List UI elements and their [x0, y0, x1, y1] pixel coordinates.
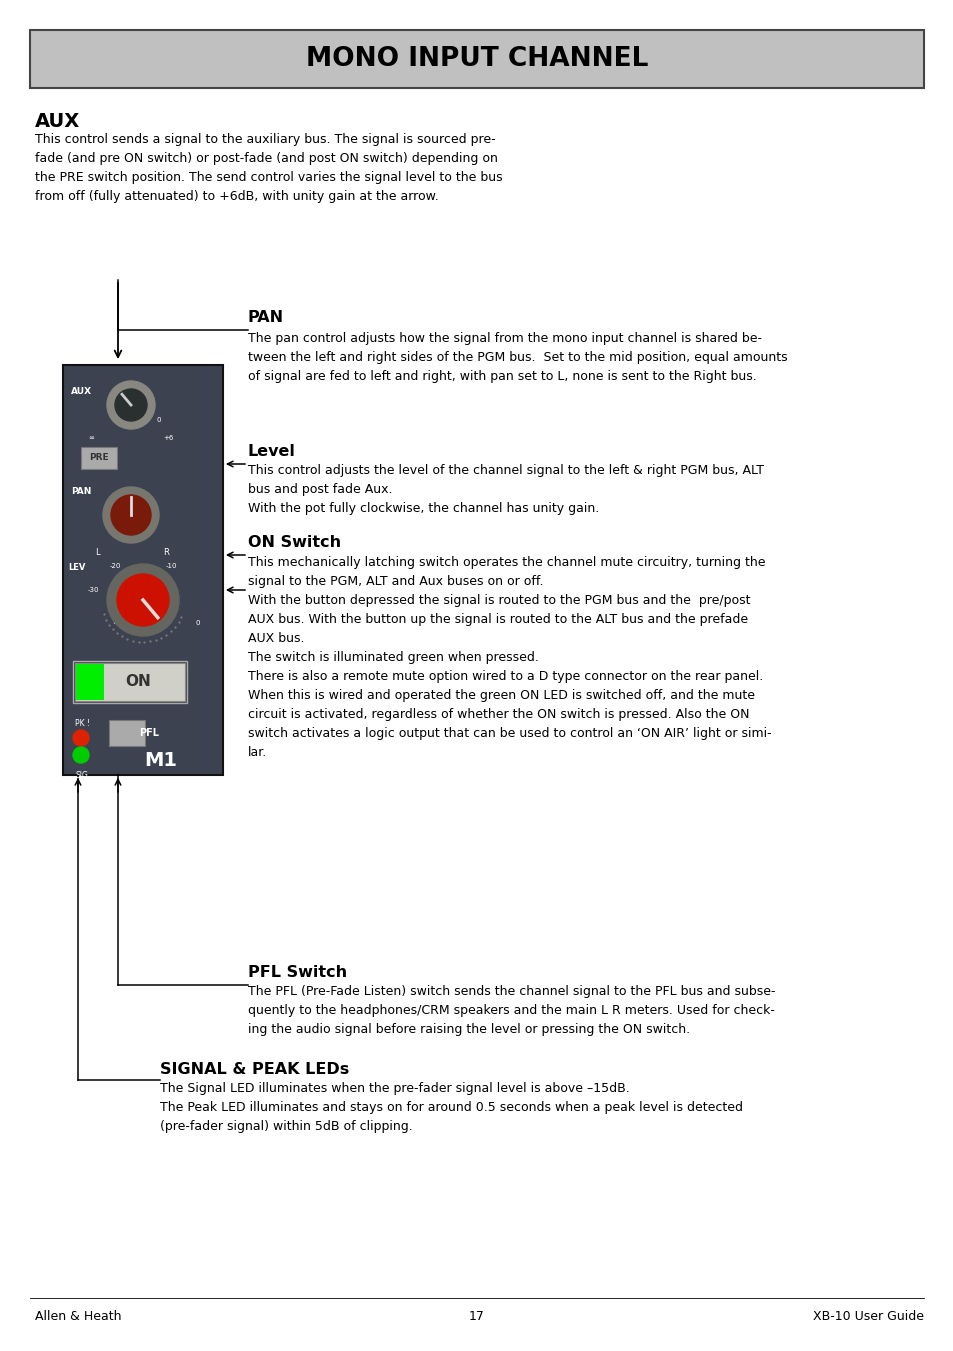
Bar — [73, 661, 187, 703]
Text: 0: 0 — [156, 417, 161, 423]
Bar — [81, 447, 117, 469]
Circle shape — [107, 563, 179, 636]
Circle shape — [111, 494, 151, 535]
Text: PRE: PRE — [89, 454, 109, 462]
Circle shape — [107, 381, 154, 430]
Text: PFL Switch: PFL Switch — [248, 965, 347, 979]
Text: The pan control adjusts how the signal from the mono input channel is shared be-: The pan control adjusts how the signal f… — [248, 332, 787, 382]
Text: The PFL (Pre-Fade Listen) switch sends the channel signal to the PFL bus and sub: The PFL (Pre-Fade Listen) switch sends t… — [248, 985, 775, 1036]
Text: SIG: SIG — [75, 771, 88, 780]
Text: L: L — [94, 549, 99, 557]
Text: PFL: PFL — [139, 728, 159, 738]
Text: AUX: AUX — [35, 112, 80, 131]
Circle shape — [103, 486, 159, 543]
Circle shape — [73, 747, 89, 763]
Text: +6: +6 — [163, 435, 173, 440]
Text: SIGNAL & PEAK LEDs: SIGNAL & PEAK LEDs — [160, 1062, 349, 1077]
Text: R: R — [163, 549, 169, 557]
Bar — [63, 365, 223, 775]
Text: LEV: LEV — [68, 563, 85, 571]
Bar — [109, 720, 145, 746]
Text: AUX: AUX — [71, 386, 92, 396]
Text: ∞: ∞ — [88, 435, 93, 440]
Text: This control sends a signal to the auxiliary bus. The signal is sourced pre-
fad: This control sends a signal to the auxil… — [35, 132, 502, 203]
Text: Allen & Heath: Allen & Heath — [35, 1310, 121, 1323]
Bar — [75, 663, 185, 701]
Text: ∞: ∞ — [112, 620, 118, 626]
Text: The Signal LED illuminates when the pre-fader signal level is above –15dB.
The P: The Signal LED illuminates when the pre-… — [160, 1082, 742, 1133]
Text: XB-10 User Guide: XB-10 User Guide — [812, 1310, 923, 1323]
Text: ON: ON — [125, 674, 151, 689]
Bar — [30, 30, 923, 88]
Text: PAN: PAN — [248, 309, 284, 326]
Text: 0: 0 — [195, 620, 200, 626]
Text: -20: -20 — [110, 563, 121, 569]
Circle shape — [117, 574, 169, 626]
Text: This mechanically latching switch operates the channel mute circuitry, turning t: This mechanically latching switch operat… — [248, 557, 771, 759]
Text: ON Switch: ON Switch — [248, 535, 341, 550]
Bar — [76, 663, 104, 700]
Text: Level: Level — [248, 444, 295, 459]
Text: 17: 17 — [469, 1310, 484, 1323]
Circle shape — [115, 389, 147, 422]
Text: -30: -30 — [87, 586, 99, 593]
Text: MONO INPUT CHANNEL: MONO INPUT CHANNEL — [306, 46, 647, 72]
Text: This control adjusts the level of the channel signal to the left & right PGM bus: This control adjusts the level of the ch… — [248, 463, 763, 515]
Text: PK !: PK ! — [75, 719, 90, 728]
Text: PAN: PAN — [71, 486, 91, 496]
Circle shape — [73, 730, 89, 746]
Text: -10: -10 — [165, 563, 176, 569]
Text: M1: M1 — [144, 751, 177, 770]
